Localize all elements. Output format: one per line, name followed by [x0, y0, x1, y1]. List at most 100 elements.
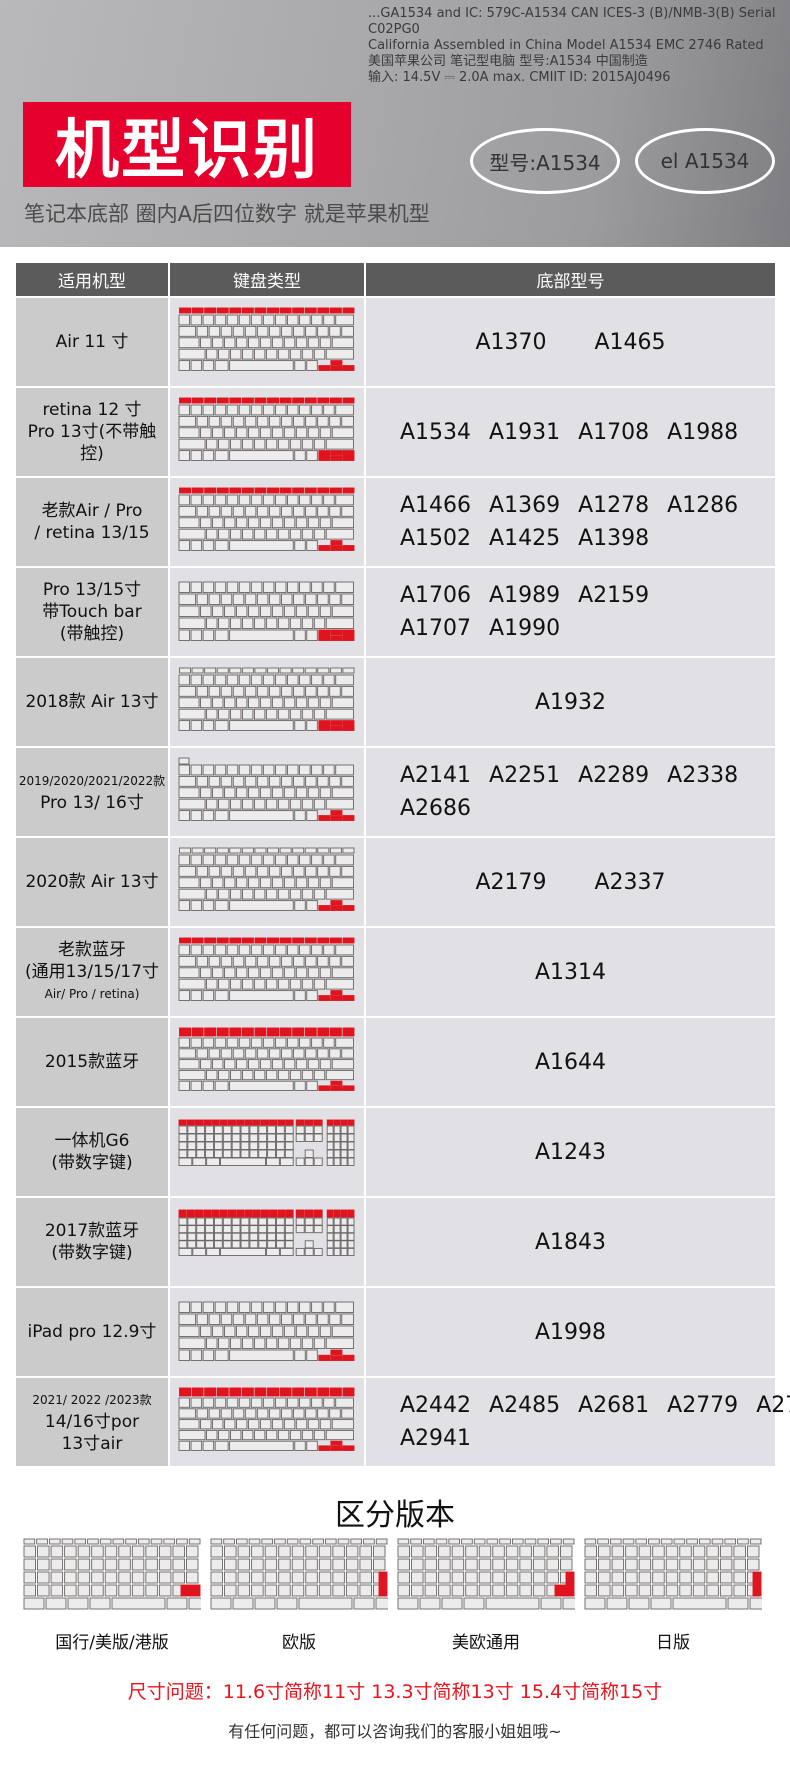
key: [229, 810, 294, 821]
key: [340, 1141, 348, 1150]
key: [319, 517, 332, 529]
page-title-box: 机型识别: [23, 102, 351, 188]
fn-key: [254, 667, 267, 674]
key: [532, 1584, 546, 1597]
fn-key: [211, 1119, 220, 1126]
key: [277, 1337, 290, 1349]
key: [213, 1225, 223, 1234]
key: [196, 1240, 206, 1249]
key: [267, 1141, 276, 1150]
key: [238, 764, 251, 776]
key: [224, 1584, 237, 1597]
key: [265, 348, 278, 360]
key: [232, 1597, 254, 1610]
key: [250, 1397, 263, 1408]
key: [311, 1037, 323, 1048]
model-name: retina 12 寸: [42, 400, 142, 420]
key: [287, 581, 299, 593]
key: [224, 1419, 236, 1430]
key: [332, 1558, 345, 1571]
keyboard-diagram: [397, 1538, 606, 1610]
key: [238, 314, 251, 326]
fn-key: [584, 1538, 597, 1545]
key: [265, 888, 278, 900]
key: [281, 505, 293, 517]
table-row: 2020款 Air 13寸 A2179 A2337: [16, 836, 775, 926]
key: [325, 888, 354, 900]
key: [202, 854, 215, 866]
key: [104, 1584, 118, 1597]
fn-key: [342, 847, 355, 854]
fn-key: [74, 1538, 87, 1545]
key: [304, 1133, 314, 1142]
key: [262, 314, 275, 326]
fn-key: [279, 397, 292, 404]
key: [178, 764, 191, 776]
enter-key: [565, 1571, 575, 1597]
arrow-key: [330, 450, 343, 456]
fn-key: [524, 1538, 537, 1545]
fn-key: [241, 397, 254, 404]
key: [118, 1584, 131, 1597]
key: [202, 900, 215, 911]
key: [341, 1048, 354, 1059]
key: [326, 1232, 334, 1241]
key: [546, 1571, 559, 1584]
key: [206, 1429, 218, 1441]
key: [397, 1571, 410, 1584]
model-number: A1707: [400, 616, 472, 641]
key: [295, 1133, 305, 1142]
key: [178, 427, 200, 439]
key: [323, 1037, 335, 1048]
fn-key: [241, 937, 254, 944]
fn-key: [112, 1538, 125, 1545]
key: [747, 1558, 760, 1571]
fn-key: [216, 847, 229, 854]
key: [294, 900, 306, 911]
key: [306, 720, 318, 731]
key: [313, 1069, 326, 1081]
key: [332, 1584, 345, 1597]
key: [291, 1571, 305, 1584]
model-name-cell: 2020款 Air 13寸: [16, 838, 170, 926]
key: [237, 1558, 251, 1571]
key: [265, 708, 278, 720]
key: [50, 1571, 64, 1584]
key: [259, 1419, 272, 1430]
key: [218, 888, 230, 900]
key: [178, 415, 197, 427]
key: [251, 1584, 264, 1597]
key: [118, 1545, 131, 1558]
key: [222, 1133, 232, 1142]
fn-key: [186, 1119, 195, 1126]
key: [719, 1558, 733, 1571]
key: [333, 1247, 341, 1256]
key: [232, 505, 245, 517]
key: [733, 1584, 746, 1597]
key: [625, 1545, 638, 1558]
keyboard-diagram: [178, 937, 355, 1001]
arrow-key: [313, 1247, 323, 1256]
key: [692, 1571, 706, 1584]
key: [224, 605, 236, 617]
key: [242, 617, 254, 629]
key: [326, 1141, 334, 1150]
key: [317, 1313, 329, 1325]
model-name-cell: 2021/ 2022 /2023款 14/16寸por 13寸air: [16, 1378, 170, 1466]
key: [220, 685, 233, 697]
fn-key: [241, 307, 254, 314]
key: [274, 314, 287, 326]
fn-key: [292, 937, 305, 944]
key: [249, 1125, 259, 1134]
key: [202, 944, 215, 956]
key: [258, 1232, 268, 1241]
key: [226, 674, 239, 686]
key: [267, 1217, 276, 1226]
key: [331, 1325, 354, 1337]
key: [267, 1149, 276, 1158]
key: [196, 1313, 209, 1325]
key: [397, 1584, 410, 1597]
fn-key: [229, 937, 242, 944]
key: [220, 1157, 267, 1166]
key: [226, 854, 239, 866]
